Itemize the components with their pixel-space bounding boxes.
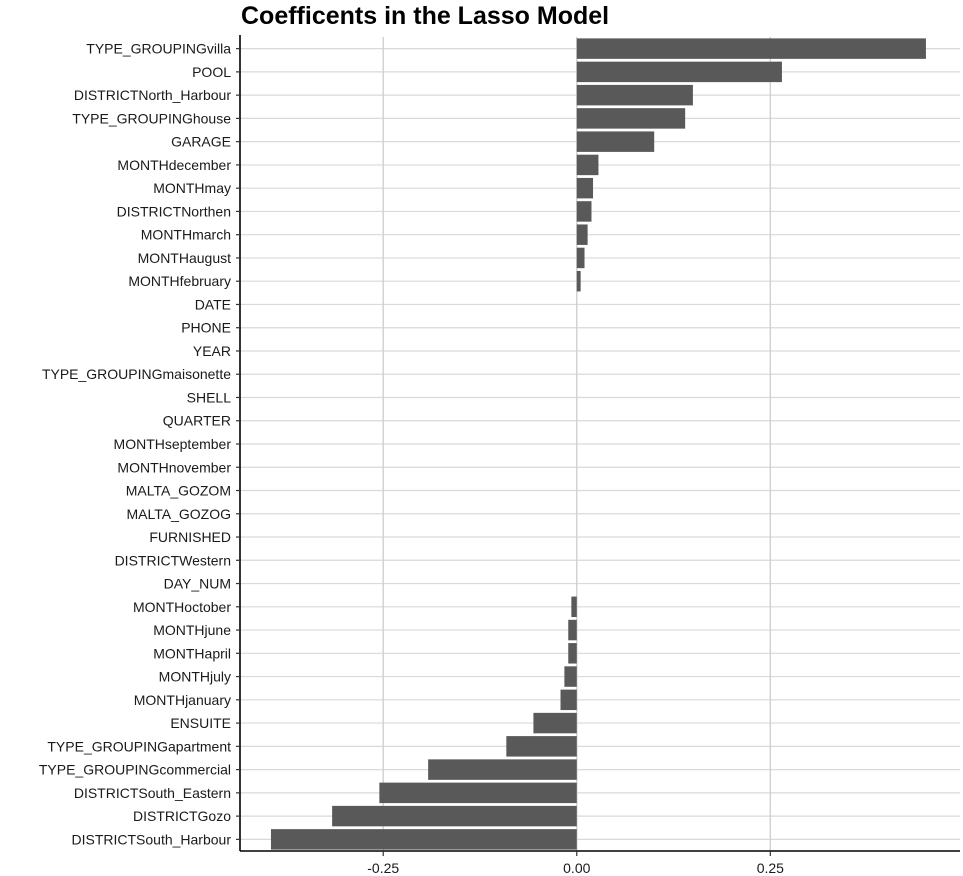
category-labels: TYPE_GROUPINGvilla POOL DISTRICTNorth_Harb… (39, 41, 231, 848)
bar-type-groupingcommercial (428, 759, 577, 780)
category-label: DISTRICTSouth_Eastern (74, 785, 231, 801)
category-label: MONTHjune (153, 622, 231, 638)
bar-ensuite (533, 712, 577, 734)
category-label: GARAGE (171, 134, 231, 150)
bar-districtnorth-harbour (576, 84, 693, 106)
bar-monthaugust (576, 247, 585, 269)
category-label: MONTHfebruary (128, 273, 231, 289)
bar-type-groupinghouse (576, 108, 686, 129)
bar-districtsouth-eastern (379, 782, 577, 804)
x-tick-labels: -0.25 0.00 0.25 (367, 860, 784, 876)
category-label: MONTHjanuary (134, 692, 231, 708)
category-label: POOL (192, 64, 231, 80)
category-label: TYPE_GROUPINGmaisonette (42, 366, 231, 382)
category-label: MONTHapril (153, 645, 231, 661)
grid-lines (240, 37, 960, 851)
axes (236, 35, 960, 856)
bar-type-groupingvilla (576, 38, 926, 59)
category-label: MONTHoctober (133, 599, 231, 615)
category-label: DISTRICTNorth_Harbour (74, 87, 231, 103)
category-label: MONTHnovember (117, 459, 231, 475)
x-tick-label: -0.25 (367, 860, 399, 876)
category-label: MONTHdecember (117, 157, 231, 173)
category-label: QUARTER (163, 413, 231, 429)
chart-title: Coefficents in the Lasso Model (241, 2, 610, 30)
category-label: DISTRICTGozo (133, 808, 231, 824)
category-label: DATE (195, 296, 231, 312)
bar-monthjune (568, 619, 577, 641)
bar-garage (576, 131, 655, 152)
category-label: FURNISHED (149, 529, 231, 545)
bar-districtnorthen (576, 201, 592, 222)
category-label: SHELL (187, 389, 232, 405)
x-tick-label: 0.00 (563, 860, 590, 876)
bar-monthdecember (576, 154, 599, 176)
x-tick-label: 0.25 (757, 860, 784, 876)
bar-monthjuly (564, 666, 577, 687)
bar-monthjanuary (560, 689, 577, 711)
category-label: MONTHseptember (114, 436, 232, 452)
bar-monthfebruary (576, 270, 581, 292)
category-label: MONTHjuly (159, 669, 231, 685)
bar-monthapril (568, 643, 577, 664)
bar-pool (576, 61, 782, 83)
category-label: MONTHaugust (138, 250, 231, 266)
category-label: TYPE_GROUPINGhouse (72, 110, 231, 126)
category-label: DAY_NUM (164, 576, 231, 592)
category-label: TYPE_GROUPINGcommercial (39, 762, 231, 778)
category-label: MALTA_GOZOM (126, 483, 231, 499)
bar-monthoctober (571, 596, 577, 618)
bar-monthmarch (576, 224, 588, 245)
bars (270, 38, 926, 850)
bar-districtgozo (332, 805, 577, 827)
category-label: DISTRICTNorthen (117, 203, 231, 219)
category-label: DISTRICTSouth_Harbour (71, 831, 231, 847)
bar-districtsouth-harbour (270, 829, 577, 850)
category-label: MONTHmarch (141, 227, 231, 243)
category-label: TYPE_GROUPINGapartment (47, 738, 231, 754)
category-label: DISTRICTWestern (115, 552, 231, 568)
category-label: YEAR (193, 343, 231, 359)
category-label: ENSUITE (170, 715, 231, 731)
category-label: TYPE_GROUPINGvilla (86, 41, 231, 57)
bar-monthmay (576, 177, 594, 199)
category-label: MONTHmay (153, 180, 231, 196)
category-label: PHONE (181, 320, 231, 336)
bar-type-groupingapartment (506, 736, 577, 757)
category-label: MALTA_GOZOG (127, 506, 232, 522)
